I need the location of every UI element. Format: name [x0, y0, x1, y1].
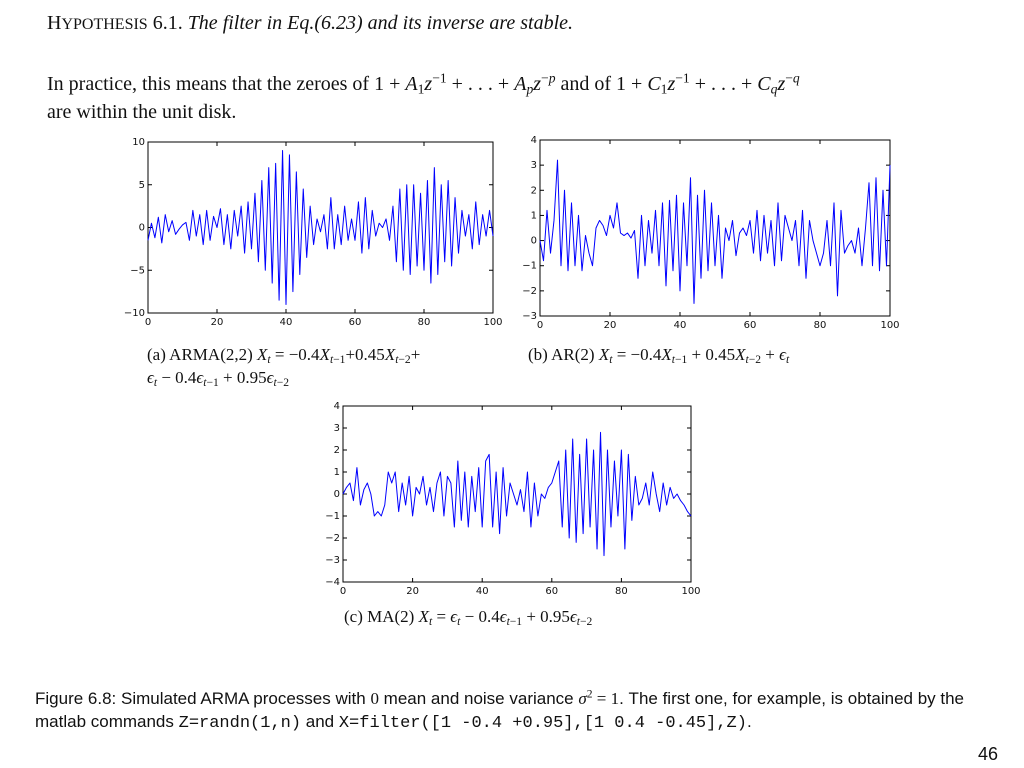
- caption-a-formula: Xt = −0.4Xt−1+0.45Xt−2+: [257, 345, 421, 366]
- caption-a-continued: ϵt − 0.4ϵt−1 + 0.95ϵt−2: [147, 368, 289, 388]
- y-tick-label: 0: [334, 489, 340, 500]
- caption-c: (c) MA(2) Xt = ϵt − 0.4ϵt−1 + 0.95ϵt−2: [344, 607, 592, 627]
- caption-b-formula: Xt = −0.4Xt−1 + 0.45Xt−2 + ϵt: [598, 345, 790, 366]
- y-tick-label: −10: [124, 308, 145, 319]
- y-tick-label: 3: [334, 423, 340, 434]
- practice-paragraph: In practice, this means that the zeroes …: [47, 70, 1017, 126]
- x-tick-label: 60: [744, 320, 757, 331]
- x-tick-label: 80: [418, 317, 431, 328]
- x-tick-label: 0: [340, 586, 346, 597]
- figcap-cmd-randn: Z=randn(1,n): [178, 714, 302, 733]
- figure-caption: Figure 6.8: Simulated ARMA processes wit…: [35, 687, 1010, 735]
- figcap-zero: 0: [370, 689, 379, 708]
- axes-box-c: [342, 405, 692, 583]
- plot-ma: 0 20 40 60 80 100 −4 −3 −2 −1 0 1 2 3 4: [325, 401, 700, 597]
- y-tick-label: −1: [522, 261, 537, 272]
- caption-a-label: (a) ARMA(2,2): [147, 345, 258, 364]
- caption-c-label: (c) MA(2): [344, 607, 419, 626]
- x-tick-label: 100: [880, 320, 899, 331]
- y-tick-label: −4: [325, 577, 340, 588]
- y-tick-label: 2: [334, 445, 340, 456]
- x-tick-label: 100: [681, 586, 700, 597]
- caption-a: (a) ARMA(2,2) Xt = −0.4Xt−1+0.45Xt−2+: [147, 345, 420, 365]
- y-tick-label: 1: [531, 210, 537, 221]
- figcap-end: .: [746, 712, 752, 731]
- y-tick-label: −1: [325, 511, 340, 522]
- hypothesis-label-rest: YPOTHESIS: [61, 16, 148, 33]
- caption-b-label: (b) AR(2): [528, 345, 599, 364]
- figcap-after-sigma: . The first one, for example, is obtaine…: [35, 689, 965, 731]
- figcap-and: and: [301, 712, 339, 731]
- x-tick-label: 0: [145, 317, 151, 328]
- x-tick-label: 80: [615, 586, 628, 597]
- x-tick-label: 100: [483, 317, 502, 328]
- y-tick-label: −5: [130, 265, 145, 276]
- x-tick-label: 20: [211, 317, 224, 328]
- x-tick-label: 60: [545, 586, 558, 597]
- polynomial-a: 1 + A1z−1 + . . . + Apz−p: [374, 70, 556, 97]
- series-line-b: [539, 159, 891, 304]
- x-tick-label: 20: [604, 320, 617, 331]
- figcap-mid: mean and noise variance: [378, 689, 579, 708]
- y-tick-label: −2: [522, 286, 537, 297]
- y-tick-label: 10: [132, 137, 145, 148]
- y-tick-label: 0: [139, 223, 145, 234]
- practice-text-1: In practice, this means that the zeroes …: [47, 73, 375, 95]
- y-tick-label: 1: [334, 467, 340, 478]
- y-tick-label: −3: [325, 555, 340, 566]
- caption-b: (b) AR(2) Xt = −0.4Xt−1 + 0.45Xt−2 + ϵt: [528, 345, 789, 365]
- series-line-c: [342, 431, 692, 557]
- plot-arma: 0 20 40 60 80 100 −10 −5 0 5 10: [124, 137, 503, 328]
- x-tick-label: 20: [406, 586, 419, 597]
- y-tick-label: 5: [139, 180, 145, 191]
- x-tick-label: 40: [674, 320, 687, 331]
- hypothesis-statement: The filter in Eq.(6.23) and its inverse …: [187, 12, 574, 34]
- y-tick-label: −3: [522, 311, 537, 322]
- practice-text-3: are within the unit disk.: [47, 101, 237, 123]
- y-tick-label: 0: [531, 236, 537, 247]
- x-tick-label: 40: [280, 317, 293, 328]
- caption-c-formula: Xt = ϵt − 0.4ϵt−1 + 0.95ϵt−2: [418, 607, 593, 628]
- hypothesis-label: HYPOTHESIS: [47, 12, 148, 34]
- y-tick-label: −2: [325, 533, 340, 544]
- hypothesis: HYPOTHESIS 6.1. The filter in Eq.(6.23) …: [47, 12, 573, 35]
- figcap-cmd-filter: X=filter([1 -0.4 +0.95],[1 0.4 -0.45],Z): [338, 714, 747, 733]
- polynomial-c: 1 + C1z−1 + . . . + Cqz−q: [616, 70, 800, 97]
- x-tick-label: 80: [814, 320, 827, 331]
- hypothesis-label-head: H: [47, 12, 62, 34]
- practice-text-2: and of: [555, 73, 617, 95]
- hypothesis-number: 6.1.: [152, 12, 183, 34]
- axes-box-b: [539, 139, 891, 317]
- axes-box-a: [147, 141, 494, 314]
- y-tick-label: 4: [531, 135, 537, 146]
- page-number: 46: [978, 744, 999, 764]
- y-tick-label: 4: [334, 401, 340, 412]
- plot-ar: 0 20 40 60 80 100 −3 −2 −1 0 1 2 3 4: [522, 135, 899, 331]
- figcap-sigma: σ2 = 1: [578, 687, 620, 708]
- x-tick-label: 0: [537, 320, 543, 331]
- caption-a-formula-2: ϵt − 0.4ϵt−1 + 0.95ϵt−2: [147, 368, 290, 389]
- series-line-a: [147, 150, 494, 305]
- figcap-prefix: Figure 6.8: Simulated ARMA processes wit…: [35, 689, 371, 708]
- y-tick-label: 3: [531, 160, 537, 171]
- y-tick-label: 2: [531, 185, 537, 196]
- x-tick-label: 60: [349, 317, 362, 328]
- x-tick-label: 40: [476, 586, 489, 597]
